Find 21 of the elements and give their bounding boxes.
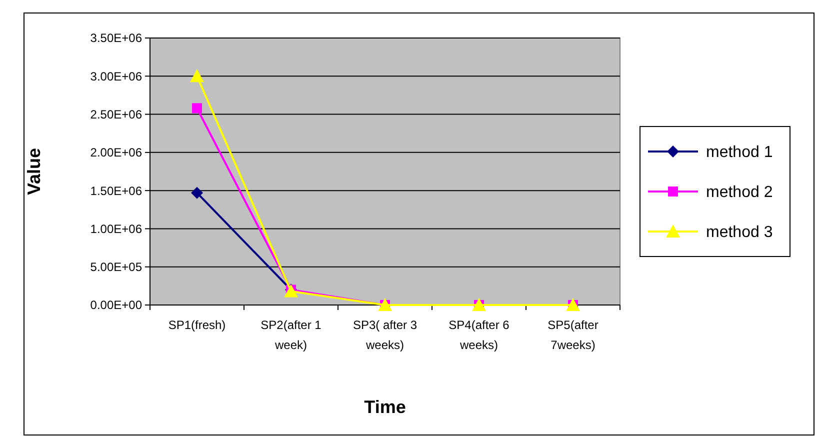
point — [192, 103, 202, 114]
y-tick-label: 3.50E+06 — [90, 31, 142, 46]
legend-label: method 3 — [706, 224, 773, 242]
x-axis-title: Time — [364, 397, 406, 417]
legend-label: method 1 — [706, 144, 773, 162]
x-tick-label: SP2(after 1 week) — [260, 318, 322, 352]
x-tick-label: SP5(after 7weeks) — [548, 318, 598, 352]
point — [191, 186, 203, 199]
y-tick-label: 3.00E+06 — [90, 69, 142, 84]
y-tick-label: 5.00E+05 — [90, 260, 142, 274]
y-tick-label: 0.00E+00 — [90, 298, 142, 312]
y-tick-label: 2.00E+06 — [90, 146, 142, 160]
y-tick-label: 2.50E+06 — [90, 107, 142, 122]
x-tick-label: SP4(after 6 weeks) — [448, 318, 510, 352]
x-tick-label: SP3( after 3 weeks) — [352, 318, 418, 352]
y-tick-label: 1.50E+06 — [90, 184, 142, 198]
point — [190, 69, 204, 82]
y-axis-title: Value — [24, 148, 44, 196]
x-tick-label: SP1(fresh) — [168, 318, 226, 332]
legend-label: method 2 — [706, 184, 773, 202]
y-tick-label: 1.00E+06 — [90, 222, 142, 236]
